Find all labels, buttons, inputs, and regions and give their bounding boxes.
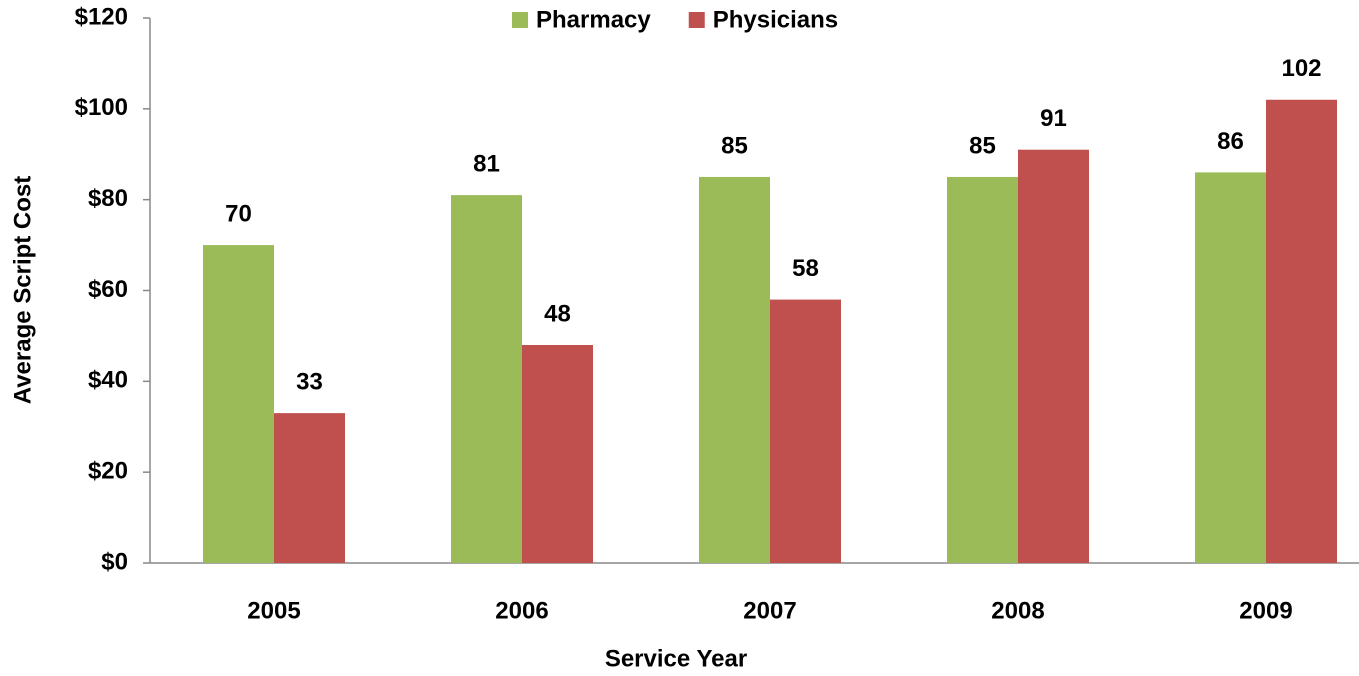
data-label: 70 <box>225 200 252 227</box>
x-tick-label: 2007 <box>743 597 796 624</box>
bar <box>274 413 345 563</box>
data-label: 48 <box>544 300 571 327</box>
data-label: 86 <box>1217 128 1244 155</box>
y-tick-label: $60 <box>88 276 128 303</box>
y-tick-label: $100 <box>75 94 128 121</box>
x-tick-label: 2009 <box>1239 597 1292 624</box>
y-axis-title: Average Script Cost <box>9 176 36 405</box>
legend-swatch <box>688 12 705 28</box>
bar <box>699 176 770 564</box>
bar <box>203 245 274 564</box>
bar <box>1195 172 1266 563</box>
y-tick-label: $80 <box>88 185 128 212</box>
data-label: 33 <box>296 368 323 395</box>
bar <box>770 299 841 563</box>
legend-label: Physicians <box>713 6 838 33</box>
bar <box>1018 149 1089 564</box>
data-label: 81 <box>473 150 500 177</box>
data-label: 91 <box>1040 105 1067 132</box>
x-tick-label: 2008 <box>991 597 1044 624</box>
bar <box>451 195 522 563</box>
data-label: 102 <box>1281 55 1321 82</box>
bar <box>1266 99 1337 563</box>
legend-label: Pharmacy <box>536 6 651 33</box>
x-tick-label: 2006 <box>495 597 548 624</box>
bar <box>522 345 593 563</box>
x-tick-label: 2005 <box>247 597 300 624</box>
y-tick-label: $120 <box>75 3 128 30</box>
y-tick-label: $40 <box>88 367 128 394</box>
data-label: 85 <box>721 132 748 159</box>
data-label: 85 <box>969 132 996 159</box>
legend-swatch <box>512 12 528 28</box>
data-label: 58 <box>792 255 819 282</box>
y-tick-label: $0 <box>101 548 128 575</box>
y-tick-label: $20 <box>88 458 128 485</box>
bar <box>947 176 1018 564</box>
x-axis-title: Service Year <box>605 645 747 672</box>
